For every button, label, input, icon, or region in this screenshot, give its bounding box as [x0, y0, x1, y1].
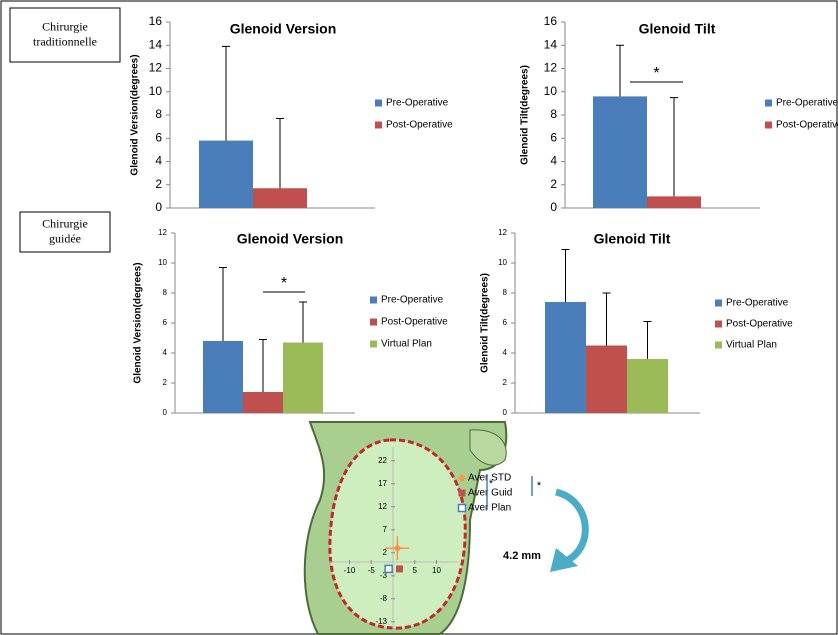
- bar: [593, 96, 647, 208]
- legend-label: Post-Operative: [381, 317, 448, 328]
- legend-swatch: [765, 100, 772, 107]
- legend-label: Pre-Operative: [726, 298, 789, 309]
- y-axis-label: Glenoid Version(degrees): [130, 54, 141, 175]
- y-tick-label: -13: [375, 617, 387, 626]
- legend-label: Aver Plan: [468, 503, 511, 514]
- y-tick-label: 14: [544, 37, 558, 51]
- y-axis-label: Glenoid Tilt(degrees): [480, 273, 491, 373]
- point: [459, 505, 466, 512]
- legend-label: Virtual Plan: [726, 340, 777, 351]
- y-tick-label: 6: [550, 130, 557, 144]
- y-tick-label: 16: [149, 14, 163, 28]
- y-tick-label: 12: [149, 61, 163, 75]
- y-tick-label: 17: [378, 479, 387, 488]
- y-tick-label: 2: [550, 177, 557, 191]
- legend-swatch: [715, 321, 722, 328]
- y-tick-label: 0: [503, 408, 508, 417]
- legend-label: Pre-Operative: [386, 98, 449, 109]
- y-tick-label: 6: [163, 318, 168, 327]
- y-tick-label: -8: [380, 594, 388, 603]
- legend-swatch: [715, 300, 722, 307]
- y-tick-label: 12: [544, 61, 558, 75]
- y-tick-label: 0: [163, 408, 168, 417]
- legend-swatch: [715, 342, 722, 349]
- bar: [545, 302, 586, 413]
- x-tick-label: -10: [344, 566, 356, 575]
- point: [396, 565, 403, 572]
- legend-label: Post-Operative: [726, 319, 793, 330]
- legend-label: Pre-Operative: [381, 295, 444, 306]
- legend-swatch: [765, 122, 772, 129]
- bar: [243, 392, 283, 413]
- bar: [253, 188, 307, 208]
- legend-swatch: [375, 122, 382, 129]
- y-tick-label: 14: [149, 37, 163, 51]
- legend-label: Virtual Plan: [381, 339, 432, 350]
- annotation: *: [281, 275, 287, 292]
- y-tick-label: 4: [503, 348, 508, 357]
- chart-title: Glenoid Tilt: [594, 231, 671, 247]
- bar: [199, 141, 253, 208]
- y-tick-label: 8: [503, 288, 508, 297]
- y-axis-label: Glenoid Tilt(degrees): [520, 65, 531, 165]
- y-tick-label: 7: [383, 525, 388, 534]
- y-tick-label: 10: [544, 84, 558, 98]
- annotation: *: [537, 480, 542, 492]
- legend-label: Post-Operative: [776, 120, 838, 131]
- y-tick-label: 2: [155, 177, 162, 191]
- legend-label: Pre-Operative: [776, 98, 838, 109]
- legend-swatch: [375, 100, 382, 107]
- y-tick-label: 4: [155, 154, 162, 168]
- annotation: *: [489, 478, 494, 490]
- legend-swatch: [370, 319, 377, 326]
- y-tick-label: 2: [163, 378, 168, 387]
- y-tick-label: 10: [149, 84, 163, 98]
- y-tick-label: 10: [158, 258, 167, 267]
- x-tick-label: 10: [432, 566, 441, 575]
- bar: [627, 359, 668, 413]
- y-tick-label: 4: [550, 154, 557, 168]
- y-tick-label: 2: [503, 378, 508, 387]
- y-tick-label: 12: [158, 228, 167, 237]
- chart-title: Glenoid Version: [230, 21, 337, 37]
- annotation: *: [653, 65, 659, 82]
- y-tick-label: 10: [498, 258, 507, 267]
- y-tick-label: 6: [155, 130, 162, 144]
- chart-title: Glenoid Version: [237, 231, 344, 247]
- legend-swatch: [370, 297, 377, 304]
- y-tick-label: 16: [544, 14, 558, 28]
- x-tick-label: -5: [368, 566, 376, 575]
- y-tick-label: 8: [550, 107, 557, 121]
- bar: [283, 343, 323, 414]
- bar: [586, 346, 627, 414]
- y-axis-label: Glenoid Version(degrees): [133, 262, 144, 383]
- y-tick-label: 0: [550, 200, 557, 214]
- y-tick-label: 4: [163, 348, 168, 357]
- y-tick-label: 12: [498, 228, 507, 237]
- y-tick-label: 0: [155, 200, 162, 214]
- annotation: 4.2 mm: [503, 550, 541, 562]
- chart-title: Glenoid Tilt: [639, 21, 716, 37]
- y-tick-label: 8: [155, 107, 162, 121]
- y-tick-label: 22: [378, 456, 387, 465]
- y-tick-label: 12: [378, 502, 387, 511]
- bar: [203, 341, 243, 413]
- y-tick-label: 2: [383, 548, 388, 557]
- legend-swatch: [370, 341, 377, 348]
- bar: [647, 196, 701, 208]
- legend-label: Post-Operative: [386, 120, 453, 131]
- y-tick-label: 8: [163, 288, 168, 297]
- point: [459, 490, 466, 497]
- point: [385, 565, 392, 572]
- y-tick-label: 6: [503, 318, 508, 327]
- figure: Chirurgietraditionnelle Chirurgieguidée …: [0, 0, 838, 635]
- x-tick-label: 5: [413, 566, 418, 575]
